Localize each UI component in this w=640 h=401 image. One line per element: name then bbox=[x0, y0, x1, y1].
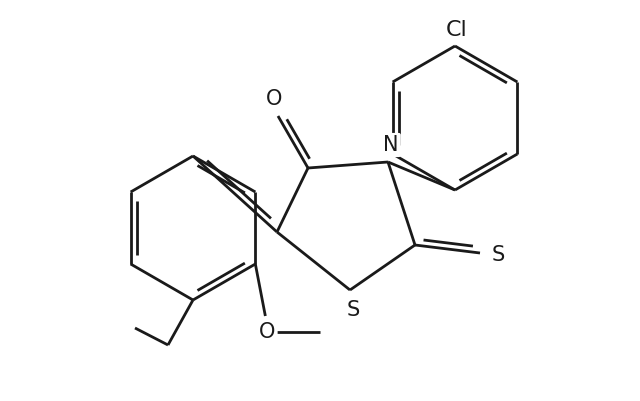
Text: N: N bbox=[383, 135, 399, 155]
Text: S: S bbox=[492, 245, 504, 265]
Text: Cl: Cl bbox=[446, 20, 468, 40]
Text: S: S bbox=[346, 300, 360, 320]
Text: O: O bbox=[259, 322, 276, 342]
Text: O: O bbox=[266, 89, 282, 109]
